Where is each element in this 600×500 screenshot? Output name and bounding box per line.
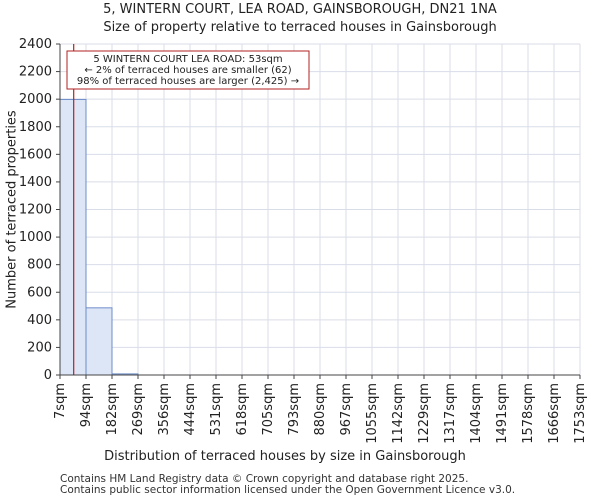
y-tick-label: 1400: [19, 175, 52, 190]
y-tick-label: 2200: [19, 65, 52, 80]
x-tick-label: 793sqm: [287, 383, 302, 436]
x-tick-label: 182sqm: [105, 383, 120, 436]
y-tick-label: 2400: [19, 37, 52, 52]
y-tick-label: 200: [27, 340, 52, 355]
y-tick-label: 800: [27, 258, 52, 273]
x-tick-label: 269sqm: [131, 383, 146, 436]
annotation-box: 5 WINTERN COURT LEA ROAD: 53sqm ← 2% of …: [66, 50, 310, 90]
x-tick-label: 618sqm: [235, 383, 250, 436]
x-tick-label: 1753sqm: [573, 383, 588, 444]
x-tick-label: 1229sqm: [417, 383, 432, 444]
chart-title-line2: Size of property relative to terraced ho…: [103, 20, 497, 35]
grid-layer: [59, 43, 581, 376]
chart-title-line1: 5, WINTERN COURT, LEA ROAD, GAINSBOROUGH…: [103, 2, 497, 17]
x-tick-label: 356sqm: [157, 383, 172, 436]
x-tick-label: 967sqm: [339, 383, 354, 436]
x-tick-label: 880sqm: [313, 383, 328, 436]
histogram-chart: 0 200 400 600 800 1000 1200 1400 1600 1800 2000 220…: [5, 37, 589, 464]
annotation-line2: ← 2% of terraced houses are smaller (62): [84, 65, 291, 76]
x-tick-labels: 7sqm 94sqm 182sqm 269sqm 356sqm 444sqm 531sqm 6…: [53, 375, 588, 444]
x-tick-label: 1578sqm: [521, 383, 536, 444]
y-tick-labels: 0 200 400 600 800 1000 1200 1400 1600 1800 2000 220…: [19, 37, 60, 383]
x-tick-label: 1055sqm: [365, 383, 380, 444]
x-tick-label: 94sqm: [79, 383, 94, 427]
y-tick-label: 1800: [19, 120, 52, 135]
x-tick-label: 1404sqm: [469, 383, 484, 444]
x-tick-label: 1666sqm: [547, 383, 562, 444]
y-axis-label: Number of terraced properties: [5, 110, 20, 309]
x-tick-label: 1491sqm: [495, 383, 510, 444]
histogram-bar: [85, 307, 113, 376]
footer-copyright: Contains HM Land Registry data © Crown c…: [60, 473, 469, 485]
x-tick-label: 1317sqm: [443, 383, 458, 444]
x-tick-label: 1142sqm: [391, 383, 406, 444]
y-tick-label: 400: [27, 313, 52, 328]
footer-licence: Contains public sector information licen…: [60, 484, 516, 496]
annotation-frame: [66, 50, 310, 90]
y-tick-label: 2000: [19, 92, 52, 107]
annotation-line1: 5 WINTERN COURT LEA ROAD: 53sqm: [93, 54, 282, 65]
x-tick-label: 531sqm: [209, 383, 224, 436]
y-tick-label: 1000: [19, 230, 52, 245]
x-tick-label: 7sqm: [53, 383, 68, 419]
y-tick-label: 1200: [19, 203, 52, 218]
y-tick-label: 0: [44, 368, 52, 383]
annotation-line3: 98% of terraced houses are larger (2,425…: [77, 76, 299, 87]
y-tick-label: 1600: [19, 147, 52, 162]
histogram-bar: [59, 98, 87, 376]
x-tick-label: 444sqm: [183, 383, 198, 436]
x-tick-label: 705sqm: [261, 383, 276, 436]
bar-layer: [59, 98, 139, 376]
y-tick-label: 600: [27, 285, 52, 300]
x-axis-label: Distribution of terraced houses by size …: [104, 449, 466, 464]
